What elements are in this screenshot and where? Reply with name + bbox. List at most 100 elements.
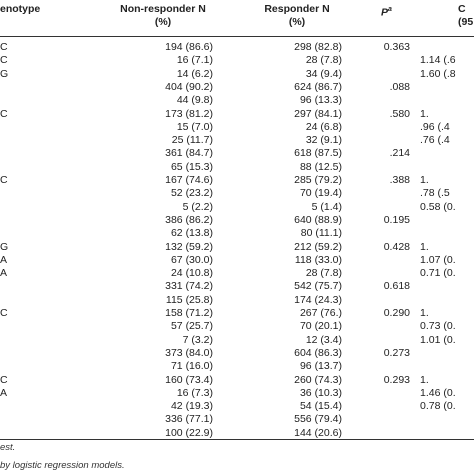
header-non-responder-unit: (%) xyxy=(154,16,172,28)
non-responder-cell: 100 (22.9) xyxy=(165,426,213,439)
responder-cell: 260 (74.3) xyxy=(294,373,342,386)
responder-cell: 28 (7.8) xyxy=(305,267,342,280)
odds-ratio-cell: 1.01 (0. xyxy=(420,333,456,346)
responder-cell: 24 (6.8) xyxy=(305,120,342,133)
p-value-cell: .388 xyxy=(389,174,410,186)
non-responder-cell: 5 (2.2) xyxy=(182,200,213,213)
non-responder-cell: 160 (73.4) xyxy=(165,373,213,386)
odds-ratio-cell: 0.71 (0. xyxy=(420,267,456,280)
p-value-cell: 0.428 xyxy=(383,240,410,253)
non-responder-cell: 336 (77.1) xyxy=(165,413,213,426)
header-non-responder: Non-responder N (%) xyxy=(88,3,238,29)
genotype-cell: A xyxy=(0,267,8,280)
non-responder-cell: 361 (84.7) xyxy=(165,147,213,160)
header-or: C (95 xyxy=(458,3,473,29)
header-responder-unit: (%) xyxy=(288,16,306,28)
non-responder-cell: 14 (6.2) xyxy=(176,67,213,80)
responder-cell: 80 (11.1) xyxy=(300,227,342,240)
p-value-cell: 0.293 xyxy=(383,373,410,386)
p-value-cell: .214 xyxy=(389,147,410,160)
responder-cell: 70 (19.4) xyxy=(299,187,342,200)
responder-cell: 285 (79.2) xyxy=(294,174,342,186)
footnote-a: est. xyxy=(0,442,16,453)
non-responder-cell: 65 (15.3) xyxy=(170,160,213,173)
non-responder-cell: 44 (9.8) xyxy=(176,94,213,107)
non-responder-cell: 71 (16.0) xyxy=(170,360,213,373)
header-or-label: C xyxy=(458,3,466,15)
responder-cell: 144 (20.6) xyxy=(294,426,342,439)
genotype-cell: C xyxy=(0,54,8,67)
responder-cell: 88 (12.5) xyxy=(299,160,342,173)
genotype-cell: G xyxy=(0,240,9,253)
non-responder-cell: 167 (74.6) xyxy=(165,174,213,186)
non-responder-cell: 7 (3.2) xyxy=(182,333,213,346)
responder-cell: 28 (7.8) xyxy=(305,54,342,67)
header-genotype: enotype xyxy=(0,3,41,15)
odds-ratio-cell: 1.46 (0. xyxy=(420,386,456,399)
bottom-rule xyxy=(0,439,474,440)
header-rule xyxy=(0,36,474,37)
responder-cell: 118 (33.0) xyxy=(294,253,342,266)
responder-cell: 542 (75.7) xyxy=(294,280,342,293)
p-value-cell: 0.195 xyxy=(383,213,410,226)
responder-cell: 624 (86.7) xyxy=(294,80,342,93)
odds-ratio-cell: 1.07 (0. xyxy=(420,253,456,266)
genotype-cell: C xyxy=(0,174,8,186)
non-responder-cell: 173 (81.2) xyxy=(165,107,213,120)
responder-cell: 96 (13.3) xyxy=(299,94,342,107)
p-value-cell: 0.273 xyxy=(383,346,410,359)
responder-cell: 36 (10.3) xyxy=(299,386,342,399)
non-responder-cell: 373 (84.0) xyxy=(165,346,213,359)
responder-cell: 70 (20.1) xyxy=(299,320,342,333)
genotype-cell: A xyxy=(0,253,8,266)
non-responder-cell: 57 (25.7) xyxy=(170,320,213,333)
odds-ratio-cell: 0.73 (0. xyxy=(420,320,456,333)
header-responder: Responder N (%) xyxy=(232,3,362,29)
responder-cell: 267 (76.) xyxy=(299,307,342,319)
non-responder-cell: 42 (19.3) xyxy=(170,400,213,413)
responder-cell: 604 (86.3) xyxy=(294,346,342,359)
responder-cell: 212 (59.2) xyxy=(294,240,342,253)
header-responder-label: Responder N xyxy=(264,3,330,15)
odds-ratio-cell: 1.60 (.8 xyxy=(420,67,456,80)
odds-ratio-cell: 1. xyxy=(420,240,429,253)
genotype-cell: C xyxy=(0,41,8,53)
odds-ratio-cell: .76 (.4 xyxy=(420,134,450,147)
non-responder-cell: 52 (23.2) xyxy=(170,187,213,200)
non-responder-cell: 67 (30.0) xyxy=(170,253,213,266)
responder-cell: 5 (1.4) xyxy=(311,200,342,213)
p-value-cell: .580 xyxy=(389,107,410,120)
odds-ratio-cell: 1. xyxy=(420,307,429,319)
responder-cell: 297 (84.1) xyxy=(294,107,342,120)
header-p-superscript: a xyxy=(388,6,392,13)
header-non-responder-label: Non-responder N xyxy=(120,3,206,15)
p-value-cell: 0.290 xyxy=(383,307,410,319)
non-responder-cell: 115 (25.8) xyxy=(165,293,213,306)
odds-ratio-cell: 0.78 (0. xyxy=(420,400,456,413)
p-value-cell: 0.363 xyxy=(383,41,410,53)
genotype-cell: A xyxy=(0,386,8,399)
p-value-cell: .088 xyxy=(389,80,410,93)
responder-cell: 556 (79.4) xyxy=(294,413,342,426)
genotype-cell: G xyxy=(0,67,9,80)
odds-ratio-cell: .96 (.4 xyxy=(420,120,450,133)
responder-cell: 32 (9.1) xyxy=(305,134,342,147)
genotype-cell: C xyxy=(0,107,8,120)
non-responder-cell: 158 (71.2) xyxy=(165,307,213,319)
responder-cell: 298 (82.8) xyxy=(294,41,342,53)
responder-cell: 34 (9.4) xyxy=(305,67,342,80)
responder-cell: 96 (13.7) xyxy=(299,360,342,373)
responder-cell: 174 (24.3) xyxy=(294,293,342,306)
non-responder-cell: 132 (59.2) xyxy=(165,240,213,253)
odds-ratio-cell: 1. xyxy=(420,174,429,186)
header-p: P xyxy=(381,6,389,19)
odds-ratio-cell: 0.58 (0. xyxy=(420,200,456,213)
non-responder-cell: 62 (13.8) xyxy=(170,227,213,240)
genotype-cell: C xyxy=(0,307,8,319)
non-responder-cell: 331 (74.2) xyxy=(165,280,213,293)
non-responder-cell: 25 (11.7) xyxy=(171,134,213,147)
responder-cell: 640 (88.9) xyxy=(294,213,342,226)
non-responder-cell: 386 (86.2) xyxy=(165,213,213,226)
responder-cell: 618 (87.5) xyxy=(294,147,342,160)
